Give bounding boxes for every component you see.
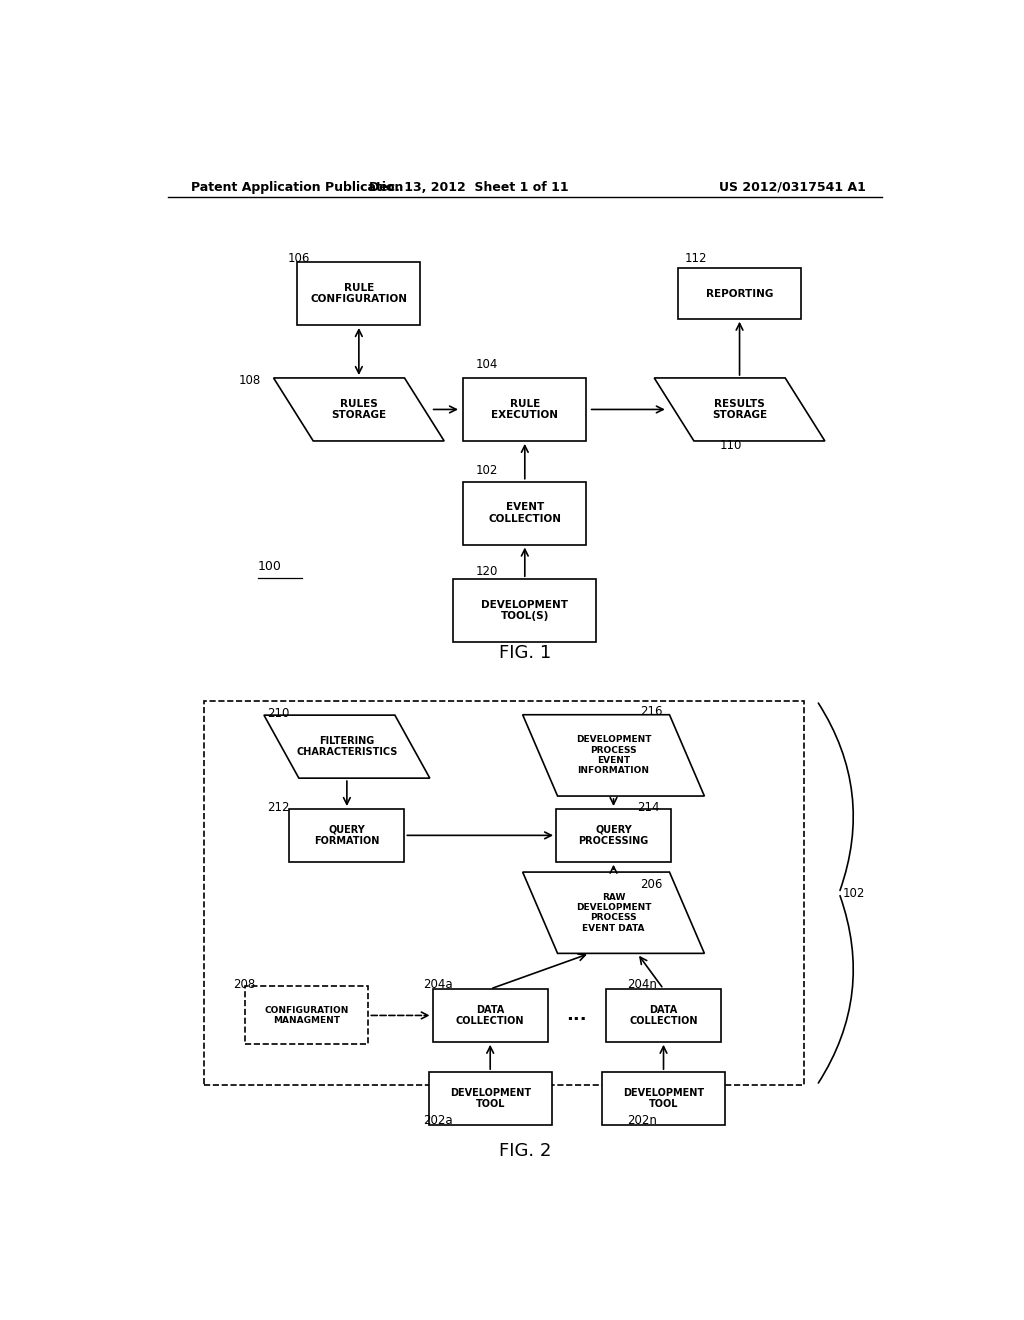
- Text: EVENT
COLLECTION: EVENT COLLECTION: [488, 503, 561, 524]
- Text: 202a: 202a: [424, 1114, 454, 1127]
- Text: Patent Application Publication: Patent Application Publication: [191, 181, 403, 194]
- Polygon shape: [264, 715, 430, 779]
- FancyBboxPatch shape: [246, 986, 369, 1044]
- Text: DEVELOPMENT
TOOL: DEVELOPMENT TOOL: [623, 1088, 705, 1109]
- FancyBboxPatch shape: [454, 579, 596, 643]
- Text: DEVELOPMENT
PROCESS
EVENT
INFORMATION: DEVELOPMENT PROCESS EVENT INFORMATION: [575, 735, 651, 775]
- Text: 214: 214: [637, 801, 659, 814]
- Polygon shape: [522, 873, 705, 953]
- Text: 208: 208: [233, 978, 256, 991]
- Text: RULE
EXECUTION: RULE EXECUTION: [492, 399, 558, 420]
- Text: 204n: 204n: [627, 978, 656, 991]
- Text: FIG. 1: FIG. 1: [499, 644, 551, 663]
- FancyBboxPatch shape: [433, 989, 548, 1041]
- Text: 100: 100: [258, 560, 282, 573]
- Text: QUERY
FORMATION: QUERY FORMATION: [314, 825, 380, 846]
- Text: DATA
COLLECTION: DATA COLLECTION: [630, 1005, 697, 1026]
- Text: 212: 212: [267, 801, 290, 814]
- Text: 120: 120: [476, 565, 499, 578]
- Text: RULES
STORAGE: RULES STORAGE: [332, 399, 386, 420]
- Text: DATA
COLLECTION: DATA COLLECTION: [456, 1005, 524, 1026]
- FancyBboxPatch shape: [556, 809, 671, 862]
- Text: 102: 102: [476, 463, 499, 477]
- FancyBboxPatch shape: [678, 268, 801, 319]
- Text: FIG. 2: FIG. 2: [499, 1142, 551, 1160]
- Text: 108: 108: [239, 374, 261, 387]
- Polygon shape: [273, 378, 444, 441]
- FancyBboxPatch shape: [602, 1072, 725, 1125]
- Text: US 2012/0317541 A1: US 2012/0317541 A1: [719, 181, 866, 194]
- Text: QUERY
PROCESSING: QUERY PROCESSING: [579, 825, 648, 846]
- Text: DEVELOPMENT
TOOL(S): DEVELOPMENT TOOL(S): [481, 599, 568, 622]
- Text: 216: 216: [640, 705, 663, 718]
- FancyBboxPatch shape: [463, 378, 587, 441]
- FancyBboxPatch shape: [463, 482, 587, 545]
- Text: RULE
CONFIGURATION: RULE CONFIGURATION: [310, 282, 408, 305]
- FancyBboxPatch shape: [429, 1072, 552, 1125]
- Text: CONFIGURATION
MANAGMENT: CONFIGURATION MANAGMENT: [264, 1006, 349, 1026]
- Text: 104: 104: [476, 358, 499, 371]
- Text: 112: 112: [684, 252, 707, 265]
- Text: ...: ...: [566, 1006, 587, 1024]
- Text: FILTERING
CHARACTERISTICS: FILTERING CHARACTERISTICS: [296, 735, 397, 758]
- Text: 202n: 202n: [627, 1114, 656, 1127]
- Text: RAW
DEVELOPMENT
PROCESS
EVENT DATA: RAW DEVELOPMENT PROCESS EVENT DATA: [575, 892, 651, 933]
- Text: DEVELOPMENT
TOOL: DEVELOPMENT TOOL: [450, 1088, 530, 1109]
- Text: 102: 102: [842, 887, 864, 899]
- Text: 106: 106: [288, 252, 309, 265]
- Text: 210: 210: [267, 708, 289, 721]
- Text: 204a: 204a: [424, 978, 454, 991]
- FancyBboxPatch shape: [290, 809, 404, 862]
- Text: RESULTS
STORAGE: RESULTS STORAGE: [712, 399, 767, 420]
- Polygon shape: [654, 378, 825, 441]
- Text: 110: 110: [720, 440, 742, 453]
- Polygon shape: [522, 714, 705, 796]
- Text: 206: 206: [640, 878, 663, 891]
- Text: REPORTING: REPORTING: [706, 289, 773, 298]
- Text: Dec. 13, 2012  Sheet 1 of 11: Dec. 13, 2012 Sheet 1 of 11: [370, 181, 569, 194]
- FancyBboxPatch shape: [297, 263, 421, 325]
- FancyBboxPatch shape: [606, 989, 721, 1041]
